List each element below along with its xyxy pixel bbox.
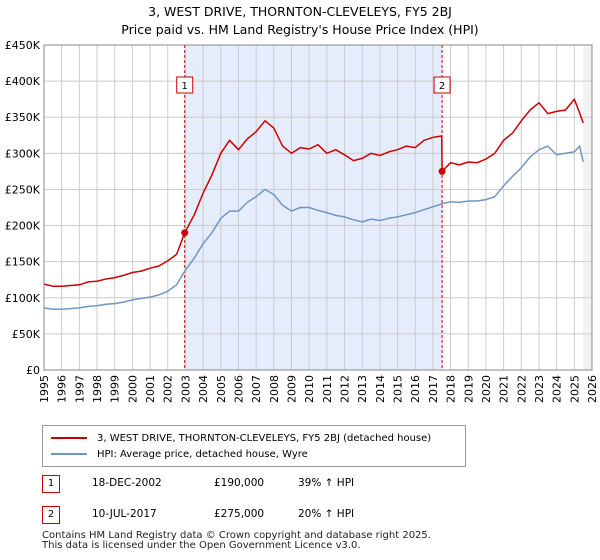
footer-line-2: This data is licensed under the Open Gov…	[42, 540, 361, 551]
y-tick-label: £0	[26, 364, 40, 377]
y-tick-label: £250K	[5, 183, 41, 196]
x-tick-label: 2013	[356, 375, 369, 403]
x-tick-label: 2025	[568, 375, 581, 403]
x-tick-label: 2022	[515, 375, 528, 403]
property-price-line	[43, 98, 584, 287]
x-tick-label: 1996	[56, 375, 69, 403]
legend-item-hpi: HPI: Average price, detached house, Wyre	[51, 447, 308, 461]
annotation-box	[433, 76, 451, 94]
y-tick-label: £100K	[5, 292, 41, 305]
legend-label-hpi: HPI: Average price, detached house, Wyre	[97, 448, 308, 460]
x-tick-label: 2014	[374, 375, 387, 403]
chart-subtitle: Price paid vs. HM Land Registry's House …	[121, 22, 479, 37]
sale-date-1: 18-DEC-2002	[92, 477, 162, 489]
x-tick-label: 2012	[339, 375, 352, 403]
x-tick-label: 1998	[91, 375, 104, 403]
x-tick-label: 1997	[73, 375, 86, 403]
y-tick-label: £50K	[12, 328, 41, 341]
x-tick-label: 2009	[285, 375, 298, 403]
x-tick-label: 2002	[162, 375, 175, 403]
x-tick-label: 2024	[551, 375, 564, 403]
sale-row-1: 1 18-DEC-2002 £190,000 39% ↑ HPI	[42, 475, 462, 493]
y-tick-label: £150K	[5, 256, 41, 269]
x-tick-label: 2017	[427, 375, 440, 403]
legend-swatch-hpi	[51, 453, 87, 455]
x-tick-label: 2019	[462, 375, 475, 403]
sale-row-2: 2 10-JUL-2017 £275,000 20% ↑ HPI	[42, 506, 462, 524]
x-tick-label: 2023	[533, 375, 546, 403]
x-tick-label: 2003	[179, 375, 192, 403]
x-tick-label: 2007	[250, 375, 263, 403]
x-tick-label: 1995	[38, 375, 51, 403]
legend: 3, WEST DRIVE, THORNTON-CLEVELEYS, FY5 2…	[42, 425, 466, 467]
x-tick-label: 2020	[480, 375, 493, 403]
sale-hpi-change-1: 39% ↑ HPI	[298, 477, 355, 489]
sale-hpi-change-2: 20% ↑ HPI	[298, 508, 355, 520]
x-tick-label: 2010	[303, 375, 316, 403]
legend-item-property: 3, WEST DRIVE, THORNTON-CLEVELEYS, FY5 2…	[51, 431, 431, 445]
sale-price-2: £275,000	[214, 508, 265, 520]
sale-date-2: 10-JUL-2017	[92, 508, 157, 520]
footer-line-1: Contains HM Land Registry data © Crown c…	[42, 530, 431, 541]
annotation-label: 2	[439, 81, 445, 92]
x-tick-label: 2004	[197, 375, 210, 403]
x-tick-label: 2018	[445, 375, 458, 403]
x-tick-label: 2005	[215, 375, 228, 403]
legend-label-property: 3, WEST DRIVE, THORNTON-CLEVELEYS, FY5 2…	[97, 432, 432, 444]
y-tick-label: £450K	[5, 39, 41, 52]
sale-badge-1: 1	[42, 475, 60, 493]
y-tick-label: £300K	[5, 147, 41, 160]
x-tick-label: 2021	[498, 375, 511, 403]
y-tick-label: £200K	[5, 220, 41, 233]
x-tick-label: 1999	[109, 375, 122, 403]
ownership-shade	[184, 45, 443, 370]
sale-price-1: £190,000	[214, 477, 265, 489]
x-tick-label: 2008	[268, 375, 281, 403]
forecast-region	[583, 45, 592, 370]
hpi-line	[43, 145, 584, 311]
sale-point	[438, 167, 446, 175]
x-tick-label: 2015	[392, 375, 405, 403]
plot-border	[43, 44, 593, 371]
y-tick-label: £350K	[5, 111, 41, 124]
x-tick-label: 2011	[321, 375, 334, 403]
price-chart: £0 £50K £100K £150K £200K £250K £300K £350K £400…	[5, 39, 599, 403]
y-tick-label: £400K	[5, 75, 41, 88]
sale-point	[181, 229, 189, 237]
x-tick-label: 2000	[126, 375, 139, 403]
legend-swatch-property	[51, 437, 87, 439]
sale-badge-2: 2	[42, 506, 60, 524]
annotation-box	[176, 76, 194, 94]
x-tick-label: 2026	[586, 375, 599, 403]
footer: Contains HM Land Registry data © Crown c…	[42, 531, 431, 551]
annotation-label: 1	[182, 81, 188, 92]
x-tick-label: 2016	[409, 375, 422, 403]
x-tick-label: 2001	[144, 375, 157, 403]
x-tick-label: 2006	[232, 375, 245, 403]
chart-title: 3, WEST DRIVE, THORNTON-CLEVELEYS, FY5 2…	[148, 4, 452, 19]
